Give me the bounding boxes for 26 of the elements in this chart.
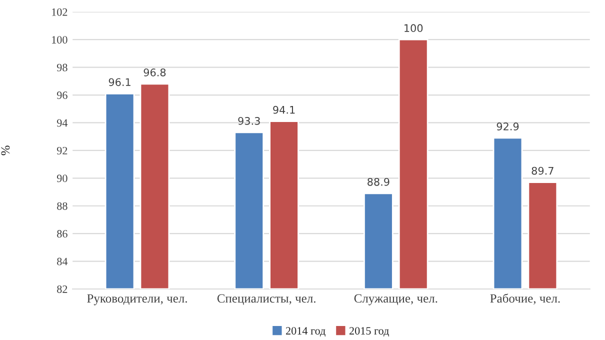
y-tick-label: 96 <box>56 92 68 99</box>
data-label: 92.9 <box>496 122 519 130</box>
data-label: 96.8 <box>144 68 166 76</box>
data-label: 93.3 <box>238 116 260 125</box>
y-tick-label: 90 <box>56 174 68 182</box>
data-label: 100 <box>404 24 423 32</box>
x-tick-label: Служащие, чел. <box>354 294 438 306</box>
data-label: 96.1 <box>108 78 130 86</box>
legend-label: 2015 год <box>350 327 389 337</box>
y-tick-label: 92 <box>56 146 68 154</box>
y-tick-label: 88 <box>57 202 68 210</box>
data-label: 89.7 <box>532 166 554 175</box>
y-tick-label: 100 <box>52 36 68 44</box>
y-tick-label: 84 <box>57 258 68 266</box>
y-tick-label: 82 <box>57 285 68 293</box>
y-tick-label: 98 <box>56 64 68 72</box>
y-tick-label: 94 <box>56 119 68 127</box>
x-tick-label: Рабочие, чел. <box>490 294 560 304</box>
data-label: 88.9 <box>368 178 390 186</box>
y-axis-title: % <box>1 146 10 156</box>
x-tick-label: Руководители, чел. <box>87 294 187 306</box>
legend-label: 2014 год <box>286 327 326 337</box>
x-tick-label: Специалисты, чел. <box>217 294 316 305</box>
data-label: 94.1 <box>273 106 295 114</box>
y-tick-label: 102 <box>52 8 68 16</box>
y-tick-label: 86 <box>57 230 68 238</box>
